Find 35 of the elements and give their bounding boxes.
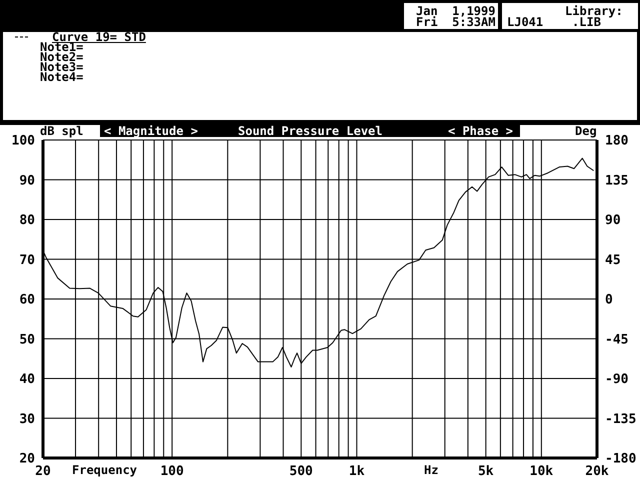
y2-tick-label: 135 — [605, 173, 628, 188]
y-tick-label: 30 — [19, 412, 36, 427]
y2-axis-title: Deg — [575, 124, 597, 138]
y-tick-label: 90 — [19, 173, 36, 188]
y2-tick-label: -180 — [605, 452, 636, 467]
y-tick-label: 70 — [19, 252, 36, 268]
y2-tick-label: -90 — [605, 372, 629, 388]
y2-tick-label: -45 — [605, 332, 628, 348]
y-tick-label: 100 — [12, 134, 36, 149]
y2-tick-label: 90 — [605, 213, 621, 228]
text: Note4= — [40, 70, 84, 84]
chart-title: Sound Pressure Level — [238, 124, 382, 138]
x-tick-label: 5k — [478, 464, 494, 480]
x-tick-label: 1k — [348, 464, 365, 480]
y-axis-title: dB spl — [40, 124, 84, 138]
y-tick-label: 20 — [19, 452, 36, 467]
y-tick-label: 50 — [19, 332, 36, 348]
x-tick-label: 100 — [160, 464, 184, 480]
y2-tick-label: -135 — [605, 412, 636, 427]
x-axis-title: Frequency — [72, 463, 138, 477]
x-tick-label: 20 — [35, 464, 51, 480]
x-tick-label: 10k — [530, 464, 554, 480]
y-tick-label: 40 — [19, 372, 36, 388]
y2-tick-label: 180 — [605, 134, 629, 149]
x-tick-label: 20k — [585, 464, 609, 480]
text: LJ041 .LIB — [507, 15, 601, 29]
text: < Phase > — [448, 124, 514, 138]
text: Library: — [565, 4, 623, 18]
y2-tick-label: 45 — [605, 252, 621, 268]
y-tick-label: 80 — [19, 213, 36, 228]
y2-tick-label: 0 — [605, 292, 613, 308]
text: Hz — [424, 463, 438, 477]
text: < Magnitude > — [104, 124, 198, 138]
y-tick-label: 60 — [19, 292, 36, 308]
x-tick-label: 500 — [289, 464, 314, 480]
